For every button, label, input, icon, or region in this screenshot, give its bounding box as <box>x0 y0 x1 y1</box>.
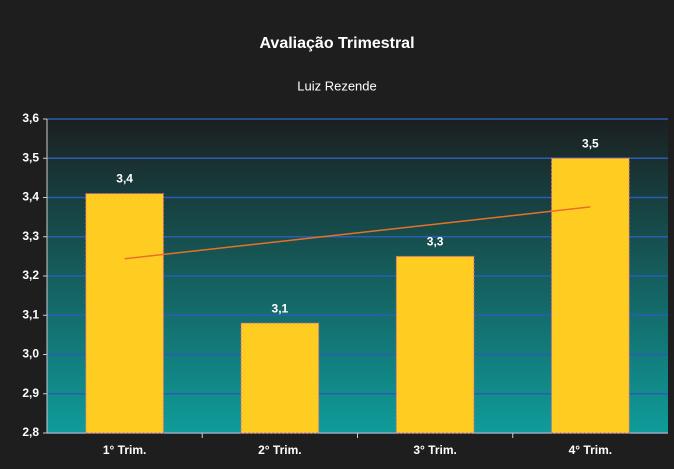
x-tick-label: 4° Trim. <box>569 443 612 457</box>
y-tick-label: 2,9 <box>22 386 39 400</box>
chart-subtitle: Luiz Rezende <box>297 78 377 93</box>
y-tick-label: 3,2 <box>22 268 39 282</box>
y-tick-label: 3,6 <box>22 111 39 125</box>
y-tick-label: 3,1 <box>22 307 39 321</box>
x-tick-label: 2° Trim. <box>258 443 301 457</box>
value-label: 3,3 <box>427 235 444 249</box>
y-tick-label: 3,0 <box>22 347 39 361</box>
y-tick-label: 3,3 <box>22 229 39 243</box>
value-label: 3,1 <box>272 301 289 315</box>
x-tick-label: 1° Trim. <box>103 443 146 457</box>
trendline <box>124 206 591 260</box>
y-tick-label: 3,4 <box>22 190 39 204</box>
value-label: 3,5 <box>582 136 599 150</box>
bar <box>551 157 630 434</box>
y-tick-label: 2,8 <box>22 425 39 439</box>
value-label: 3,4 <box>116 172 133 186</box>
bar <box>395 255 475 434</box>
bar <box>240 322 320 434</box>
x-tick-label: 3° Trim. <box>413 443 456 457</box>
bar <box>85 193 164 434</box>
y-tick-label: 3,5 <box>22 150 39 164</box>
chart-title: Avaliação Trimestral <box>259 35 414 52</box>
